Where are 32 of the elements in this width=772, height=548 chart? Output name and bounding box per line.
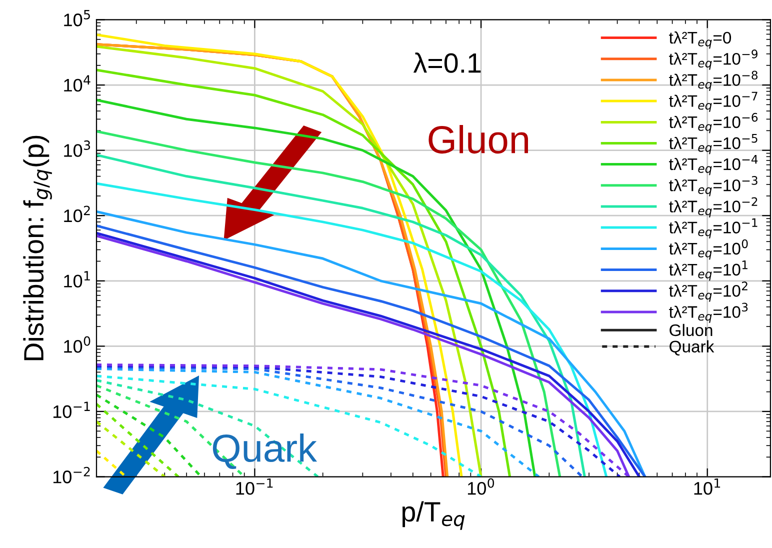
- annotation: Gluon: [428, 125, 528, 154]
- y-tick-label: 10$^{5}$: [64, 10, 90, 26]
- legend-label: tλ²T$_{eq}$=10$^{3}$: [669, 302, 748, 323]
- y-tick-label: 10$^{2}$: [64, 206, 90, 222]
- y-tick-label: 10$^{4}$: [64, 75, 90, 92]
- y-tick-label: 10$^{−1}$: [53, 402, 90, 418]
- y-tick-label: 10$^{−2}$: [53, 466, 90, 484]
- legend-label: tλ²T$_{eq}$=10$^{1}$: [669, 260, 748, 281]
- y-tick-label: 10$^{1}$: [64, 271, 90, 288]
- annotation: Quark: [212, 433, 318, 470]
- y-tick-label: 10$^{0}$: [64, 336, 90, 353]
- legend-label: tλ²T$_{eq}$=10$^{−4}$: [669, 155, 758, 176]
- legend-label: tλ²T$_{eq}$=10$^{2}$: [669, 282, 748, 302]
- x-tick-label: 10$^{−1}$: [236, 478, 273, 495]
- legend-label: tλ²T$_{eq}$=10$^{−2}$: [669, 197, 758, 218]
- annotation: λ=0.1: [413, 52, 481, 73]
- annotation: Gluon: [670, 324, 712, 336]
- annotation: Quark: [670, 340, 714, 356]
- y-tick-label: 10$^{3}$: [64, 140, 90, 157]
- legend-label: tλ²T$_{eq}$=10$^{−1}$: [669, 218, 758, 238]
- x-axis-title: p/T$_{eq}$: [402, 501, 465, 530]
- legend-label: tλ²T$_{eq}$=10$^{−8}$: [669, 70, 758, 91]
- legend-label: tλ²T$_{eq}$=10$^{−3}$: [669, 176, 758, 196]
- x-tick-label: 10$^{0}$: [468, 478, 494, 495]
- legend-label: tλ²T$_{eq}$=10$^{−9}$: [669, 50, 758, 70]
- legend-label: tλ²T$_{eq}$=10$^{−7}$: [669, 92, 758, 112]
- x-tick-label: 10$^{1}$: [694, 478, 720, 495]
- legend-label: tλ²T$_{eq}$=10$^{−6}$: [669, 112, 758, 134]
- legend-label: tλ²T$_{eq}$=10$^{−5}$: [669, 134, 758, 154]
- legend-label: tλ²T$_{eq}$=10$^{0}$: [669, 239, 748, 260]
- legend-label: tλ²T$_{eq}$=0: [669, 31, 732, 49]
- y-axis-title: Distribution: f$_{g/q}$(p): [23, 136, 52, 360]
